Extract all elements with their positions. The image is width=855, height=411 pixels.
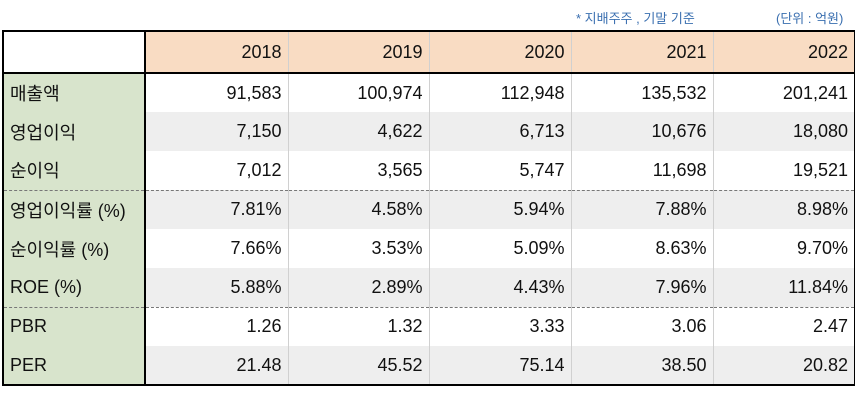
table-row: 영업이익률 (%) 7.81% 4.58% 5.94% 7.88% 8.98% bbox=[2, 189, 855, 229]
cell-value: 11,698 bbox=[570, 151, 713, 190]
cell-value: 4,622 bbox=[287, 112, 429, 151]
cell-value: 7.96% bbox=[570, 268, 713, 307]
table-notes: * 지배주주 , 기말 기준 (단위 : 억원) bbox=[0, 6, 855, 28]
header-corner-cell bbox=[2, 30, 146, 74]
row-label: 순이익 bbox=[2, 151, 146, 190]
column-header: 2020 bbox=[428, 30, 571, 74]
cell-value: 19,521 bbox=[712, 151, 855, 190]
cell-value: 8.98% bbox=[712, 189, 855, 229]
column-header: 2021 bbox=[570, 30, 713, 74]
cell-value: 112,948 bbox=[428, 72, 571, 112]
row-label: PER bbox=[2, 346, 146, 386]
column-header: 2022 bbox=[712, 30, 855, 74]
cell-value: 5.88% bbox=[144, 268, 288, 307]
cell-value: 45.52 bbox=[287, 346, 429, 386]
cell-value: 5.09% bbox=[428, 229, 571, 268]
cell-value: 3.06 bbox=[570, 306, 713, 346]
cell-value: 5.94% bbox=[428, 189, 571, 229]
cell-value: 7.66% bbox=[144, 229, 288, 268]
cell-value: 4.43% bbox=[428, 268, 571, 307]
cell-value: 3,565 bbox=[287, 151, 429, 190]
financial-table: 2018 2019 2020 2021 2022 매출액 91,583 100,… bbox=[2, 30, 855, 386]
basis-note: * 지배주주 , 기말 기준 bbox=[576, 11, 695, 26]
row-label: 영업이익률 (%) bbox=[2, 189, 146, 229]
cell-value: 7.81% bbox=[144, 189, 288, 229]
cell-value: 100,974 bbox=[287, 72, 429, 112]
table-row: 매출액 91,583 100,974 112,948 135,532 201,2… bbox=[2, 72, 855, 112]
cell-value: 21.48 bbox=[144, 346, 288, 386]
cell-value: 7.88% bbox=[570, 189, 713, 229]
row-label: PBR bbox=[2, 306, 146, 346]
cell-value: 5,747 bbox=[428, 151, 571, 190]
cell-value: 38.50 bbox=[570, 346, 713, 386]
cell-value: 2.89% bbox=[287, 268, 429, 307]
cell-value: 11.84% bbox=[712, 268, 855, 307]
table-row: 순이익 7,012 3,565 5,747 11,698 19,521 bbox=[2, 151, 855, 190]
row-label: 순이익률 (%) bbox=[2, 229, 146, 268]
unit-note: (단위 : 억원) bbox=[776, 11, 844, 26]
cell-value: 10,676 bbox=[570, 112, 713, 151]
cell-value: 91,583 bbox=[144, 72, 288, 112]
cell-value: 7,150 bbox=[144, 112, 288, 151]
cell-value: 9.70% bbox=[712, 229, 855, 268]
table-header-row: 2018 2019 2020 2021 2022 bbox=[2, 30, 855, 74]
cell-value: 2.47 bbox=[712, 306, 855, 346]
cell-value: 1.32 bbox=[287, 306, 429, 346]
row-label: 영업이익 bbox=[2, 112, 146, 151]
cell-value: 20.82 bbox=[712, 346, 855, 386]
row-label: ROE (%) bbox=[2, 268, 146, 307]
table-row: ROE (%) 5.88% 2.89% 4.43% 7.96% 11.84% bbox=[2, 268, 855, 307]
table-row: 영업이익 7,150 4,622 6,713 10,676 18,080 bbox=[2, 112, 855, 151]
table-row: PBR 1.26 1.32 3.33 3.06 2.47 bbox=[2, 306, 855, 346]
cell-value: 135,532 bbox=[570, 72, 713, 112]
cell-value: 3.53% bbox=[287, 229, 429, 268]
row-label: 매출액 bbox=[2, 72, 146, 112]
cell-value: 6,713 bbox=[428, 112, 571, 151]
column-header: 2018 bbox=[144, 30, 288, 74]
cell-value: 75.14 bbox=[428, 346, 571, 386]
cell-value: 8.63% bbox=[570, 229, 713, 268]
column-header: 2019 bbox=[287, 30, 429, 74]
cell-value: 1.26 bbox=[144, 306, 288, 346]
cell-value: 201,241 bbox=[712, 72, 855, 112]
cell-value: 3.33 bbox=[428, 306, 571, 346]
cell-value: 4.58% bbox=[287, 189, 429, 229]
table-row: PER 21.48 45.52 75.14 38.50 20.82 bbox=[2, 346, 855, 386]
table-row: 순이익률 (%) 7.66% 3.53% 5.09% 8.63% 9.70% bbox=[2, 229, 855, 268]
cell-value: 18,080 bbox=[712, 112, 855, 151]
cell-value: 7,012 bbox=[144, 151, 288, 190]
